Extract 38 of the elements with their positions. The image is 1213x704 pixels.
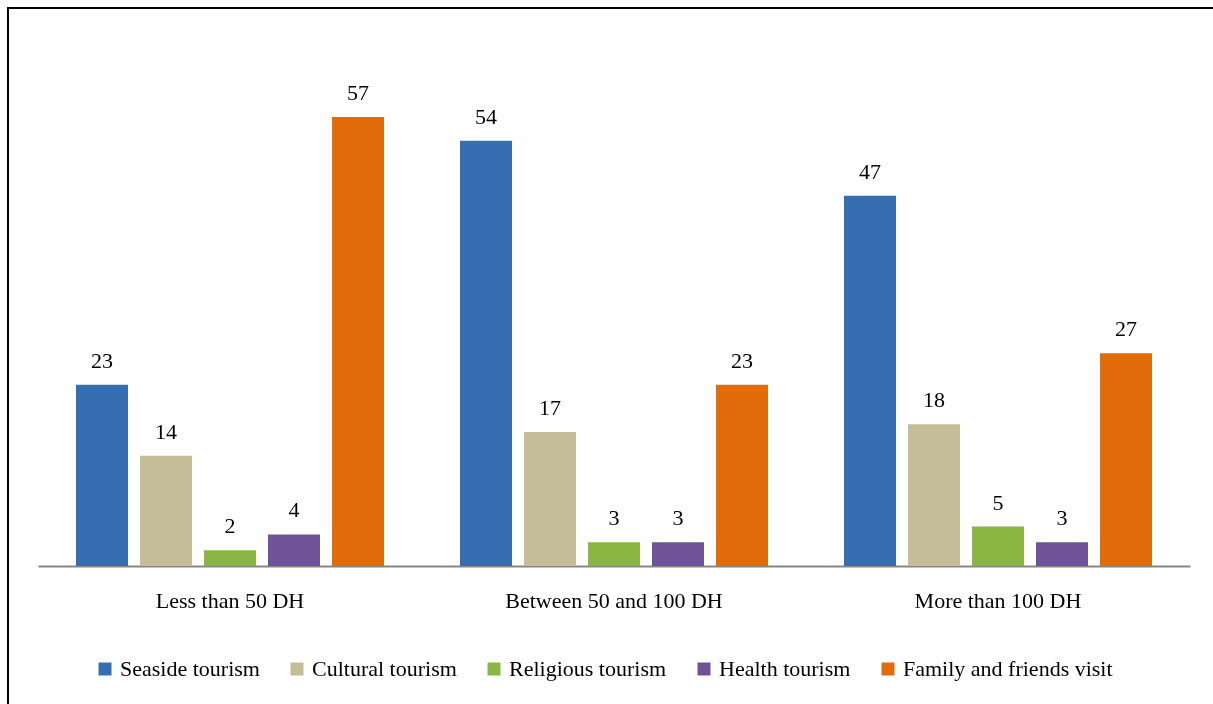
- x-tick-label: More than 100 DH: [914, 587, 1082, 613]
- data-label: 3: [672, 505, 684, 531]
- bar: [140, 455, 192, 566]
- legend-label: Religious tourism: [509, 656, 667, 681]
- data-label: 23: [731, 347, 753, 373]
- data-label: 27: [1115, 316, 1137, 342]
- bar: [972, 526, 1024, 566]
- bar: [588, 542, 640, 566]
- data-label: 5: [992, 489, 1004, 515]
- bar: [1036, 542, 1088, 566]
- bar: [716, 384, 768, 566]
- data-label: 2: [224, 513, 236, 539]
- data-label: 14: [155, 418, 177, 444]
- legend-label: Family and friends visit: [903, 656, 1113, 681]
- legend-label: Cultural tourism: [312, 656, 457, 681]
- bar: [652, 542, 704, 566]
- data-label: 23: [91, 347, 113, 373]
- data-label: 47: [859, 158, 881, 184]
- data-label: 17: [539, 395, 561, 421]
- data-label: 18: [923, 387, 945, 413]
- data-label: 54: [475, 103, 497, 129]
- bar: [268, 534, 320, 566]
- data-label: 3: [1056, 505, 1068, 531]
- bar: [332, 117, 384, 566]
- x-tick-label: Less than 50 DH: [155, 587, 305, 613]
- bar: [908, 424, 960, 566]
- bar: [844, 195, 896, 566]
- bar: [460, 140, 512, 566]
- data-label: 57: [347, 80, 369, 105]
- bar: [204, 550, 256, 566]
- bar: [76, 384, 128, 566]
- x-tick-label: Between 50 and 100 DH: [505, 587, 723, 613]
- legend-label: Seaside tourism: [120, 656, 260, 681]
- data-label: 4: [288, 497, 300, 523]
- bar: [524, 432, 576, 566]
- legend-label: Health tourism: [719, 656, 851, 681]
- data-label: 3: [608, 505, 620, 531]
- bar: [1100, 353, 1152, 566]
